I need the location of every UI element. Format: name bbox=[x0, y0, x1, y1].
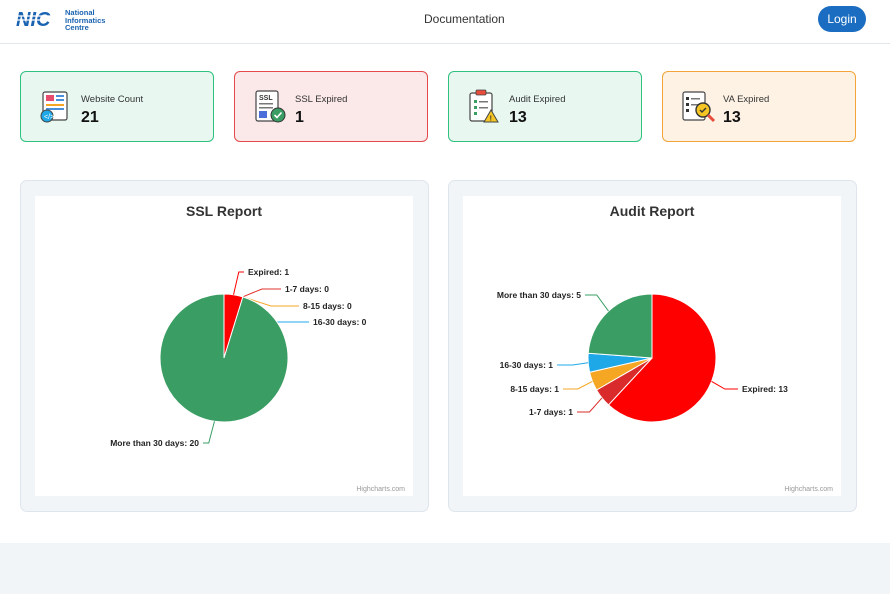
data-label-connector bbox=[203, 421, 215, 444]
data-label: More than 30 days: 20 bbox=[110, 438, 199, 448]
top-header: NIC National Informatics Centre Document… bbox=[0, 0, 890, 44]
logo-text-line: National bbox=[65, 8, 95, 17]
data-label: 1-7 days: 0 bbox=[285, 284, 329, 294]
stat-card-label: SSL Expired bbox=[295, 94, 348, 105]
stat-card-label: Audit Expired bbox=[509, 94, 566, 105]
ssl-certificate-icon: SSL bbox=[255, 90, 286, 123]
logo-text: National Informatics Centre bbox=[65, 9, 105, 32]
data-label: Expired: 1 bbox=[248, 267, 289, 277]
stat-card-value: 13 bbox=[723, 109, 741, 126]
stat-card-audit-expired[interactable]: ! Audit Expired 13 bbox=[448, 71, 642, 142]
audit-report-panel: Audit Report Expired: 13 1-7 days: 1 8-15 … bbox=[448, 180, 857, 512]
stat-card-label: VA Expired bbox=[723, 94, 770, 105]
data-label-connector bbox=[242, 296, 299, 307]
svg-text:</>: </> bbox=[44, 114, 54, 121]
data-label: 16-30 days: 0 bbox=[313, 317, 367, 327]
stat-card-va-expired[interactable]: VA Expired 13 bbox=[662, 71, 856, 142]
stat-card-label: Website Count bbox=[81, 94, 144, 105]
data-label: 1-7 days: 1 bbox=[529, 407, 573, 417]
data-label-connector bbox=[577, 397, 603, 413]
chart-credits-link[interactable]: Highcharts.com bbox=[356, 486, 405, 493]
data-label-connector bbox=[563, 380, 593, 390]
nav-documentation-link[interactable]: Documentation bbox=[424, 12, 505, 26]
va-search-icon bbox=[682, 91, 716, 123]
audit-pie-chart: Expired: 13 1-7 days: 1 8-15 days: 1 16-30 … bbox=[497, 290, 788, 423]
login-button[interactable]: Login bbox=[818, 6, 866, 32]
page-footer bbox=[0, 543, 890, 594]
stat-card-value: 1 bbox=[295, 109, 304, 126]
pie-slice[interactable] bbox=[587, 293, 653, 359]
data-label: Expired: 13 bbox=[742, 384, 788, 394]
chart-credits-link[interactable]: Highcharts.com bbox=[784, 486, 833, 493]
svg-text:SSL: SSL bbox=[259, 95, 273, 102]
data-label: 8-15 days: 0 bbox=[303, 301, 352, 311]
stat-card-website-count[interactable]: </> Website Count 21 bbox=[20, 71, 214, 142]
pie-slice[interactable] bbox=[159, 293, 289, 423]
audit-report-chart: Audit Report Expired: 13 1-7 days: 1 8-15 … bbox=[463, 196, 841, 496]
data-label: 16-30 days: 1 bbox=[500, 360, 554, 370]
data-label: 8-15 days: 1 bbox=[510, 384, 559, 394]
chart-title: SSL Report bbox=[186, 203, 262, 219]
website-icon: </> bbox=[40, 91, 68, 123]
stat-card-value: 13 bbox=[509, 109, 527, 126]
data-label-connector bbox=[557, 362, 589, 366]
data-label-connector bbox=[233, 271, 244, 295]
stat-card-value: 21 bbox=[81, 109, 99, 126]
nic-logo[interactable]: NIC National Informatics Centre bbox=[16, 8, 112, 32]
nic-logo-mark: NIC bbox=[16, 9, 62, 30]
logo-text-line: Informatics bbox=[65, 15, 106, 25]
ssl-pie-chart: Expired: 1 1-7 days: 0 8-15 days: 0 16-30 d… bbox=[110, 267, 367, 448]
data-label-connector bbox=[585, 294, 609, 312]
ssl-report-panel: SSL Report Expired: 1 1-7 days: 0 8-15 day… bbox=[20, 180, 429, 512]
data-label: More than 30 days: 5 bbox=[497, 290, 581, 300]
data-label-connector bbox=[711, 380, 738, 390]
stat-card-ssl-expired[interactable]: SSL SSL Expired 1 bbox=[234, 71, 428, 142]
svg-text:!: ! bbox=[490, 116, 492, 123]
audit-clipboard-icon: ! bbox=[469, 89, 499, 123]
ssl-report-chart: SSL Report Expired: 1 1-7 days: 0 8-15 day… bbox=[35, 196, 413, 496]
chart-title: Audit Report bbox=[609, 203, 695, 219]
logo-text-line: Centre bbox=[65, 23, 89, 33]
data-label-connector bbox=[242, 288, 281, 298]
